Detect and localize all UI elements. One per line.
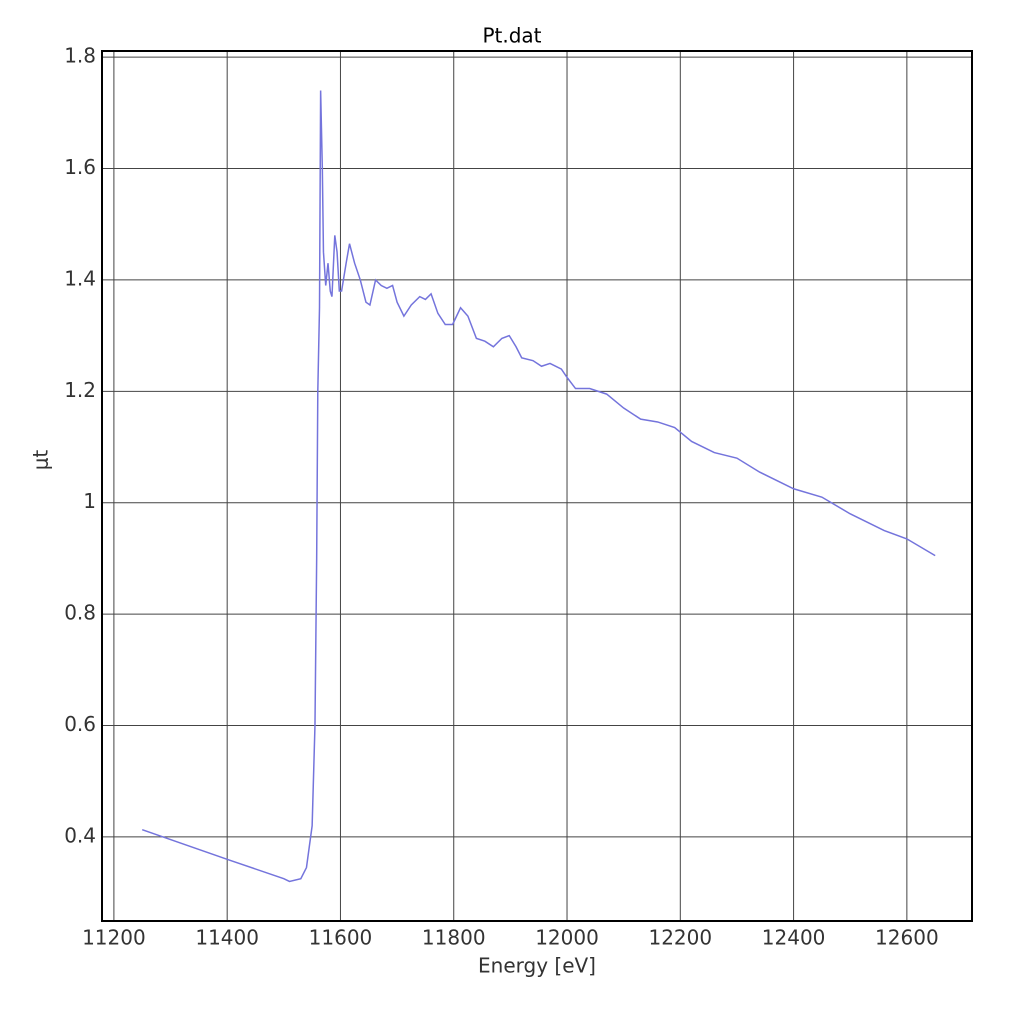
x-tick-label: 11400	[195, 926, 259, 950]
y-tick-label: 1	[83, 489, 96, 513]
y-tick-label: 0.4	[64, 823, 96, 847]
y-tick-label: 1.8	[64, 44, 96, 68]
y-tick-label: 1.2	[64, 378, 96, 402]
x-tick-label: 11800	[422, 926, 486, 950]
y-tick-label: 0.6	[64, 712, 96, 736]
chart-title: Pt.dat	[482, 24, 541, 48]
x-tick-label: 12000	[535, 926, 599, 950]
x-tick-label: 12200	[648, 926, 712, 950]
x-axis-label: Energy [eV]	[478, 954, 596, 978]
y-tick-label: 1.6	[64, 155, 96, 179]
x-tick-label: 11600	[309, 926, 373, 950]
y-tick-label: 0.8	[64, 601, 96, 625]
y-axis-label: μt	[29, 450, 53, 471]
y-tick-label: 1.4	[64, 266, 96, 290]
data-line	[141, 90, 936, 883]
x-tick-label: 11200	[82, 926, 146, 950]
x-tick-label: 12600	[875, 926, 939, 950]
plot-frame	[101, 50, 973, 922]
x-tick-label: 12400	[762, 926, 826, 950]
